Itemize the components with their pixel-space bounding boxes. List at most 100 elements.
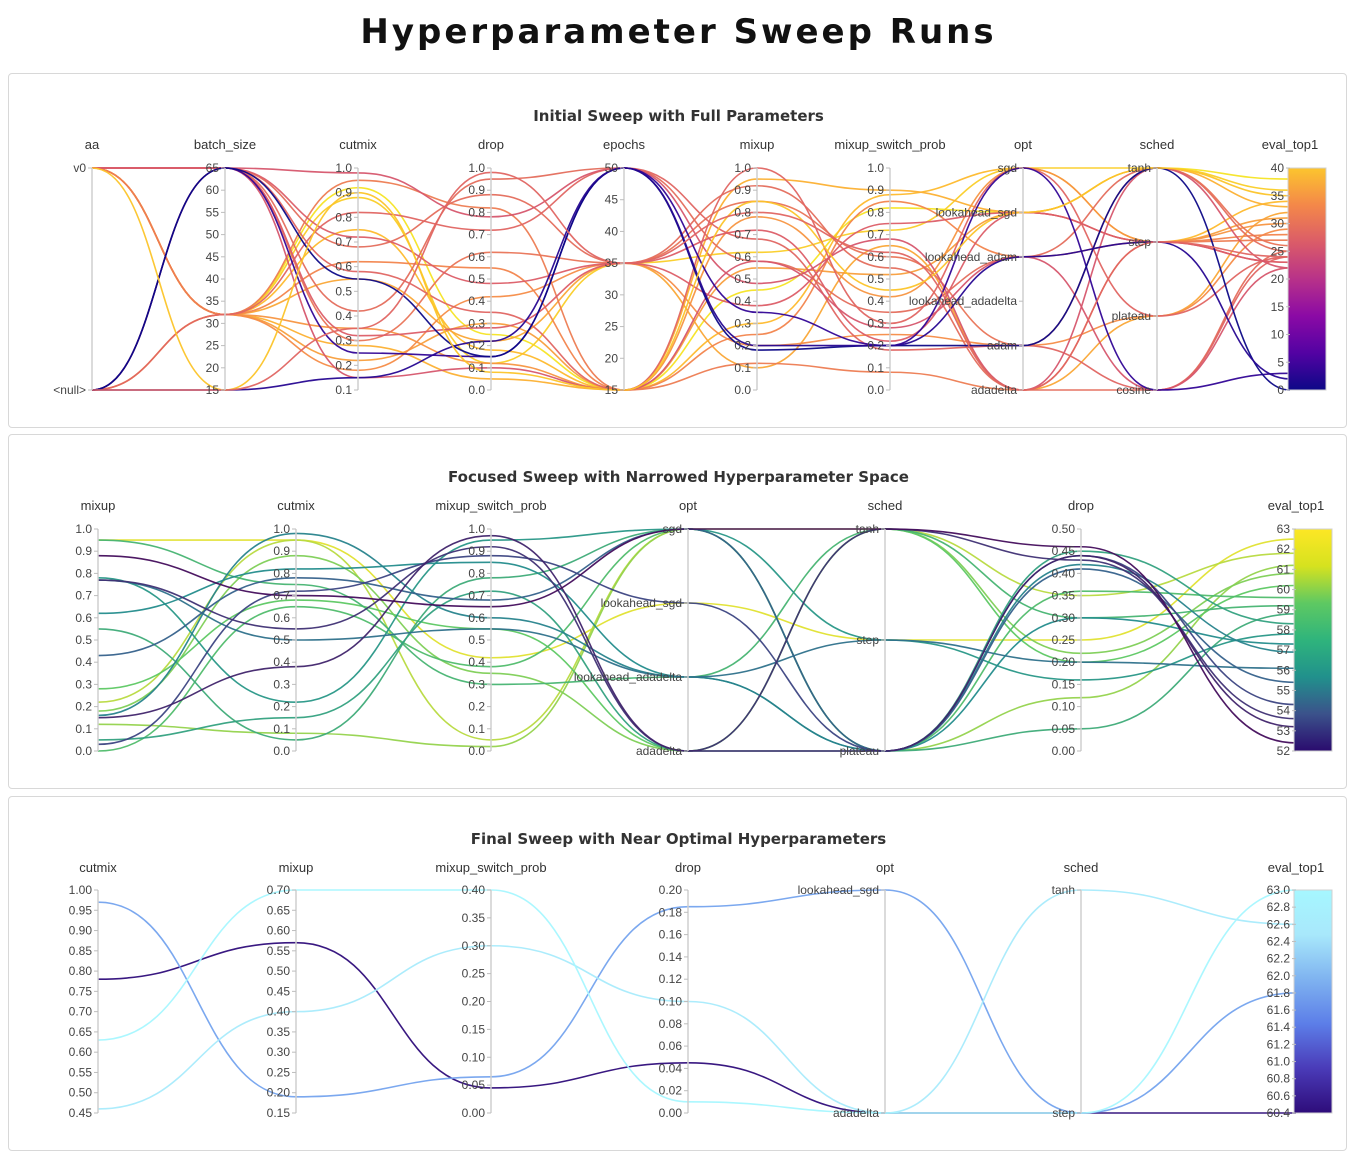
tick-label: 0.6 (867, 250, 884, 264)
tick-label: 0.60 (69, 1045, 93, 1059)
axis-label: eval_top1 (1262, 137, 1318, 152)
run-line[interactable] (91, 167, 1291, 372)
tick-label: 0.12 (659, 972, 683, 986)
run-line[interactable] (91, 167, 1291, 391)
tick-label: 0.40 (462, 883, 486, 897)
tick-label: 0.50 (69, 1086, 93, 1100)
chart-panel-final-sweep: Final Sweep with Near Optimal Hyperparam… (8, 796, 1347, 1151)
run-line[interactable] (91, 171, 1291, 391)
tick-label: lookahead_adadelta (574, 670, 682, 684)
tick-label: 0.35 (1052, 589, 1076, 603)
axis-mixup[interactable]: mixup 0.0 0.1 0.2 0.3 0.4 0.5 0.6 0.7 0.8 0.9 1.0 (734, 137, 774, 397)
tick-label: 25 (1271, 244, 1285, 258)
axis-sched[interactable]: sched step tanh (1052, 860, 1099, 1120)
run-line[interactable] (92, 167, 1291, 391)
axis-label: sched (1064, 860, 1099, 875)
run-line[interactable] (91, 167, 1291, 391)
tick-label: 45 (605, 193, 619, 207)
tick-label: 40 (605, 224, 619, 238)
tick-label: 60 (206, 183, 220, 197)
run-line[interactable] (91, 167, 1291, 391)
tick-label: 0.65 (267, 903, 291, 917)
tick-label: 0 (1277, 383, 1284, 397)
tick-label: 35 (206, 294, 220, 308)
tick-label: 15 (206, 383, 220, 397)
axis-cutmix[interactable]: cutmix 0.0 0.1 0.2 0.3 0.4 0.5 0.6 0.7 0.8 0.9 1.0 (273, 498, 315, 758)
axis-drop[interactable]: drop 0.00 0.02 0.04 0.06 0.08 0.10 0.12 0.14 0.16… (659, 860, 701, 1120)
run-line[interactable] (91, 167, 1291, 391)
tick-label: 0.3 (468, 677, 485, 691)
axis-eval-top1[interactable]: eval_top1 0 5 10 15 20 25 30 35 40 (1262, 137, 1327, 397)
tick-label: 60.8 (1267, 1072, 1291, 1086)
axis-cutmix[interactable]: cutmix 0.45 0.50 0.55 0.60 0.65 0.70 0.75 0.80 0.… (69, 860, 118, 1120)
run-line[interactable] (91, 167, 1291, 391)
axis-label: sched (1140, 137, 1175, 152)
tick-label: 0.10 (659, 995, 683, 1009)
axis-sched[interactable]: sched plateau step tanh (840, 498, 903, 758)
parallel-coordinates-chart[interactable]: Focused Sweep with Narrowed Hyperparamet… (9, 435, 1348, 790)
tick-label: 62.2 (1267, 952, 1291, 966)
run-line[interactable] (92, 167, 1291, 391)
run-line[interactable] (91, 167, 1291, 365)
page-title: Hyperparameter Sweep Runs (360, 12, 997, 52)
tick-label: 10 (1271, 328, 1285, 342)
run-line[interactable] (91, 167, 1291, 391)
tick-label: 0.4 (468, 294, 485, 308)
tick-label: 61.2 (1267, 1037, 1291, 1051)
axis-batch-size[interactable]: batch_size 15 20 25 30 35 40 45 50 55 60 65 (194, 137, 256, 397)
axis-label: drop (478, 137, 504, 152)
run-line[interactable] (91, 211, 1291, 391)
axis-mixup-switch-prob[interactable]: mixup_switch_prob 0.0 0.1 0.2 0.3 0.4 0.5 0.6 0.… (435, 498, 546, 758)
axis-mixup-switch-prob[interactable]: mixup_switch_prob 0.00 0.05 0.10 0.15 0.20 0.2… (435, 860, 546, 1120)
tick-label: 0.4 (273, 655, 290, 669)
tick-label: 0.00 (1052, 744, 1076, 758)
run-line[interactable] (92, 167, 1291, 391)
axis-label: eval_top1 (1268, 498, 1324, 513)
tick-label: 62.6 (1267, 917, 1291, 931)
tick-label: 0.1 (335, 383, 352, 397)
tick-label: 59 (1277, 603, 1291, 617)
axis-aa[interactable]: aa <null> v0 (53, 137, 100, 397)
axis-mixup[interactable]: mixup 0.15 0.20 0.25 0.30 0.35 0.40 0.45 0.50 0.5… (267, 860, 314, 1120)
tick-label: 62.8 (1267, 900, 1291, 914)
tick-label: 0.2 (468, 700, 485, 714)
colorbar (1293, 528, 1333, 752)
tick-label: 0.0 (468, 383, 485, 397)
run-line[interactable] (91, 167, 1291, 391)
tick-label: 0.2 (468, 339, 485, 353)
run-line[interactable] (97, 889, 1297, 1114)
tick-label: 15 (1271, 300, 1285, 314)
axis-opt[interactable]: opt adadelta adam lookahead_adadelta lookahe… (909, 137, 1033, 397)
tick-label: 20 (206, 361, 220, 375)
axis-mixup[interactable]: mixup 0.0 0.1 0.2 0.3 0.4 0.5 0.6 0.7 0.8 0.9 1.0 (75, 498, 115, 758)
axis-epochs[interactable]: epochs 15 20 25 30 35 40 45 50 (603, 137, 645, 397)
tick-label: 30 (206, 316, 220, 330)
tick-label: 0.6 (335, 260, 352, 274)
tick-label: 0.30 (462, 939, 486, 953)
tick-label: 0.14 (659, 950, 683, 964)
tick-label: 0.7 (75, 589, 92, 603)
axis-drop[interactable]: drop 0.00 0.05 0.10 0.15 0.20 0.25 0.30 0.35 0.40… (1052, 498, 1094, 758)
chart-title: Initial Sweep with Full Parameters (533, 107, 824, 125)
tick-label: 0.10 (462, 1050, 486, 1064)
axis-drop[interactable]: drop 0.0 0.1 0.2 0.3 0.4 0.5 0.6 0.7 0.8 0.9 1.0 (468, 137, 504, 397)
tick-label: lookahead_adadelta (909, 294, 1017, 308)
axis-label: epochs (603, 137, 645, 152)
tick-label: 0.4 (75, 655, 92, 669)
tick-label: 0.40 (1052, 566, 1076, 580)
tick-label: 0.5 (75, 633, 92, 647)
axis-mixup-switch-prob[interactable]: mixup_switch_prob 0.0 0.1 0.2 0.3 0.4 0.5 0.6 0.… (834, 137, 945, 397)
parallel-coordinates-chart[interactable]: Initial Sweep with Full Parameters aa <nul… (9, 74, 1348, 429)
axis-opt[interactable]: opt adadelta lookahead_sgd (798, 860, 895, 1120)
axis-cutmix[interactable]: cutmix 0.1 0.2 0.3 0.4 0.5 0.6 0.7 0.8 0.9 1.0 (335, 137, 377, 397)
tick-label: 60.4 (1267, 1106, 1291, 1120)
axis-opt[interactable]: opt adadelta lookahead_adadelta lookahead_s… (574, 498, 698, 758)
run-line[interactable] (92, 167, 1291, 314)
axis-eval-top1[interactable]: eval_top1 52 53 54 55 56 57 58 59 60 61 62 63 (1268, 498, 1333, 758)
axis-sched[interactable]: sched cosine plateau step tanh (1112, 137, 1175, 397)
tick-label: 0.5 (867, 272, 884, 286)
parallel-coordinates-chart[interactable]: Final Sweep with Near Optimal Hyperparam… (9, 797, 1348, 1152)
tick-label: 0.5 (468, 633, 485, 647)
tick-label: 0.9 (335, 186, 352, 200)
axis-eval-top1[interactable]: eval_top1 60.4 60.6 60.8 61.0 61.2 61.4 61.6 61.… (1267, 860, 1333, 1120)
